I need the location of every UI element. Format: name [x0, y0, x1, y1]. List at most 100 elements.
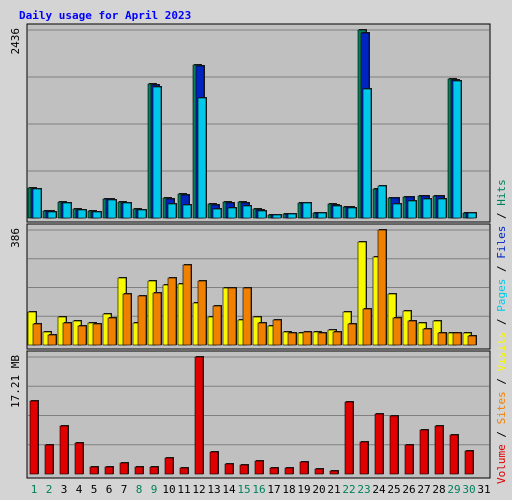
bar-pages-day-6	[107, 199, 117, 219]
bar-volume-day-14	[224, 463, 234, 475]
x-tick-label: 21	[327, 483, 340, 496]
x-tick-label: 3	[61, 483, 68, 496]
x-tick-label: 19	[297, 483, 310, 496]
bar-volume-day-20	[314, 468, 324, 475]
bar-pages-day-13	[212, 208, 222, 219]
bar-sites-day-28	[437, 332, 447, 346]
bar-volume-day-30	[464, 450, 474, 475]
x-tick-label: 18	[282, 483, 295, 496]
bar-pages-day-8	[137, 209, 147, 219]
bar-sites-day-2	[47, 334, 57, 346]
bar-volume-day-8	[134, 466, 144, 475]
bar-volume-day-29	[449, 434, 459, 475]
x-axis-labels: 1 2 3 4 5 6 7 8 9 10 11 12 13 14 15 16 17 18 19 20 21 22 23 24 2…	[31, 483, 491, 496]
bar-sites-day-6	[107, 317, 117, 346]
bar-sites-day-8	[137, 295, 147, 346]
chart-panels: 2436 386 17.21 MB	[9, 23, 491, 479]
bar-volume-day-27	[419, 429, 429, 475]
legend-separator: /	[495, 371, 508, 391]
bar-pages-day-29	[452, 80, 462, 219]
bar-sites-day-19	[302, 331, 312, 346]
x-tick-label: 22	[342, 483, 355, 496]
legend-item-volume: Volume	[495, 444, 508, 484]
bar-volume-day-23	[359, 441, 369, 475]
x-tick-label: 26	[402, 483, 415, 496]
bar-pages-day-1	[32, 188, 42, 219]
bar-pages-day-23	[362, 88, 372, 219]
bar-sites-day-26	[407, 320, 417, 346]
bar-sites-day-7	[122, 293, 132, 346]
x-tick-label: 5	[91, 483, 98, 496]
bar-pages-day-26	[407, 200, 417, 219]
x-tick-label: 4	[76, 483, 83, 496]
x-tick-label: 14	[222, 483, 236, 496]
bar-pages-day-20	[317, 212, 327, 219]
bar-volume-day-22	[344, 401, 354, 475]
bar-pages-day-10	[167, 203, 177, 219]
legend-separator: /	[495, 312, 508, 332]
bar-sites-day-12	[197, 280, 207, 346]
bar-sites-day-22	[347, 323, 357, 346]
x-tick-label: 16	[252, 483, 265, 496]
bar-pages-day-27	[422, 198, 432, 219]
bar-sites-day-15	[242, 287, 252, 346]
bar-pages-day-24	[377, 185, 387, 219]
bar-sites-day-24	[377, 229, 387, 346]
bar-pages-day-11	[182, 204, 192, 219]
bar-volume-day-19	[299, 461, 309, 475]
bar-pages-day-12	[197, 97, 207, 219]
bar-sites-day-21	[332, 331, 342, 346]
bar-volume-day-12	[194, 356, 204, 475]
x-tick-label: 23	[357, 483, 370, 496]
bar-volume-day-21	[329, 470, 339, 475]
bar-pages-day-14	[227, 207, 237, 219]
x-tick-label: 9	[151, 483, 158, 496]
chart-title: Daily usage for April 2023	[19, 9, 191, 22]
bar-pages-day-22	[347, 207, 357, 219]
panel-volume: 17.21 MB	[9, 350, 491, 479]
bar-sites-day-29	[452, 332, 462, 346]
bar-pages-day-17	[272, 214, 282, 219]
bar-volume-day-10	[164, 457, 174, 475]
x-tick-label: 17	[267, 483, 280, 496]
x-tick-label: 2	[46, 483, 53, 496]
x-tick-label: 20	[312, 483, 325, 496]
bar-pages-day-18	[287, 213, 297, 219]
x-tick-label: 8	[136, 483, 143, 496]
bar-sites-day-10	[167, 277, 177, 346]
bar-volume-day-13	[209, 451, 219, 475]
legend-separator: /	[495, 259, 508, 279]
bar-sites-day-3	[62, 322, 72, 346]
bar-pages-day-5	[92, 211, 102, 219]
bar-volume-day-28	[434, 425, 444, 475]
legend-text: Volume / Sites / Visits / Pages / Files …	[495, 179, 508, 484]
bar-volume-day-15	[239, 464, 249, 475]
bar-visits-day-23	[357, 241, 367, 346]
bar-sites-day-13	[212, 305, 222, 346]
bar-pages-day-2	[47, 211, 57, 219]
panel-background	[26, 23, 491, 223]
x-tick-label: 29	[447, 483, 460, 496]
bar-pages-day-9	[152, 86, 162, 219]
bar-sites-day-5	[92, 323, 102, 346]
x-tick-label: 12	[192, 483, 205, 496]
legend-item-sites: Sites	[495, 391, 508, 424]
x-tick-label: 10	[162, 483, 175, 496]
bar-pages-day-19	[302, 202, 312, 219]
bar-sites-day-23	[362, 308, 372, 346]
x-tick-label: 7	[121, 483, 128, 496]
bar-pages-day-16	[257, 210, 267, 219]
bar-volume-day-1	[29, 400, 39, 475]
bar-pages-day-28	[437, 198, 447, 219]
bar-sites-day-14	[227, 287, 237, 346]
legend-separator: /	[495, 424, 508, 444]
bar-sites-day-16	[257, 322, 267, 346]
bar-pages-day-30	[467, 212, 477, 219]
bar-sites-day-17	[272, 319, 282, 346]
bar-volume-day-2	[44, 444, 54, 475]
legend-item-hits: Hits	[495, 179, 508, 206]
legend-item-files: Files	[495, 226, 508, 259]
x-tick-label: 31	[477, 483, 490, 496]
bar-pages-day-25	[392, 203, 402, 219]
